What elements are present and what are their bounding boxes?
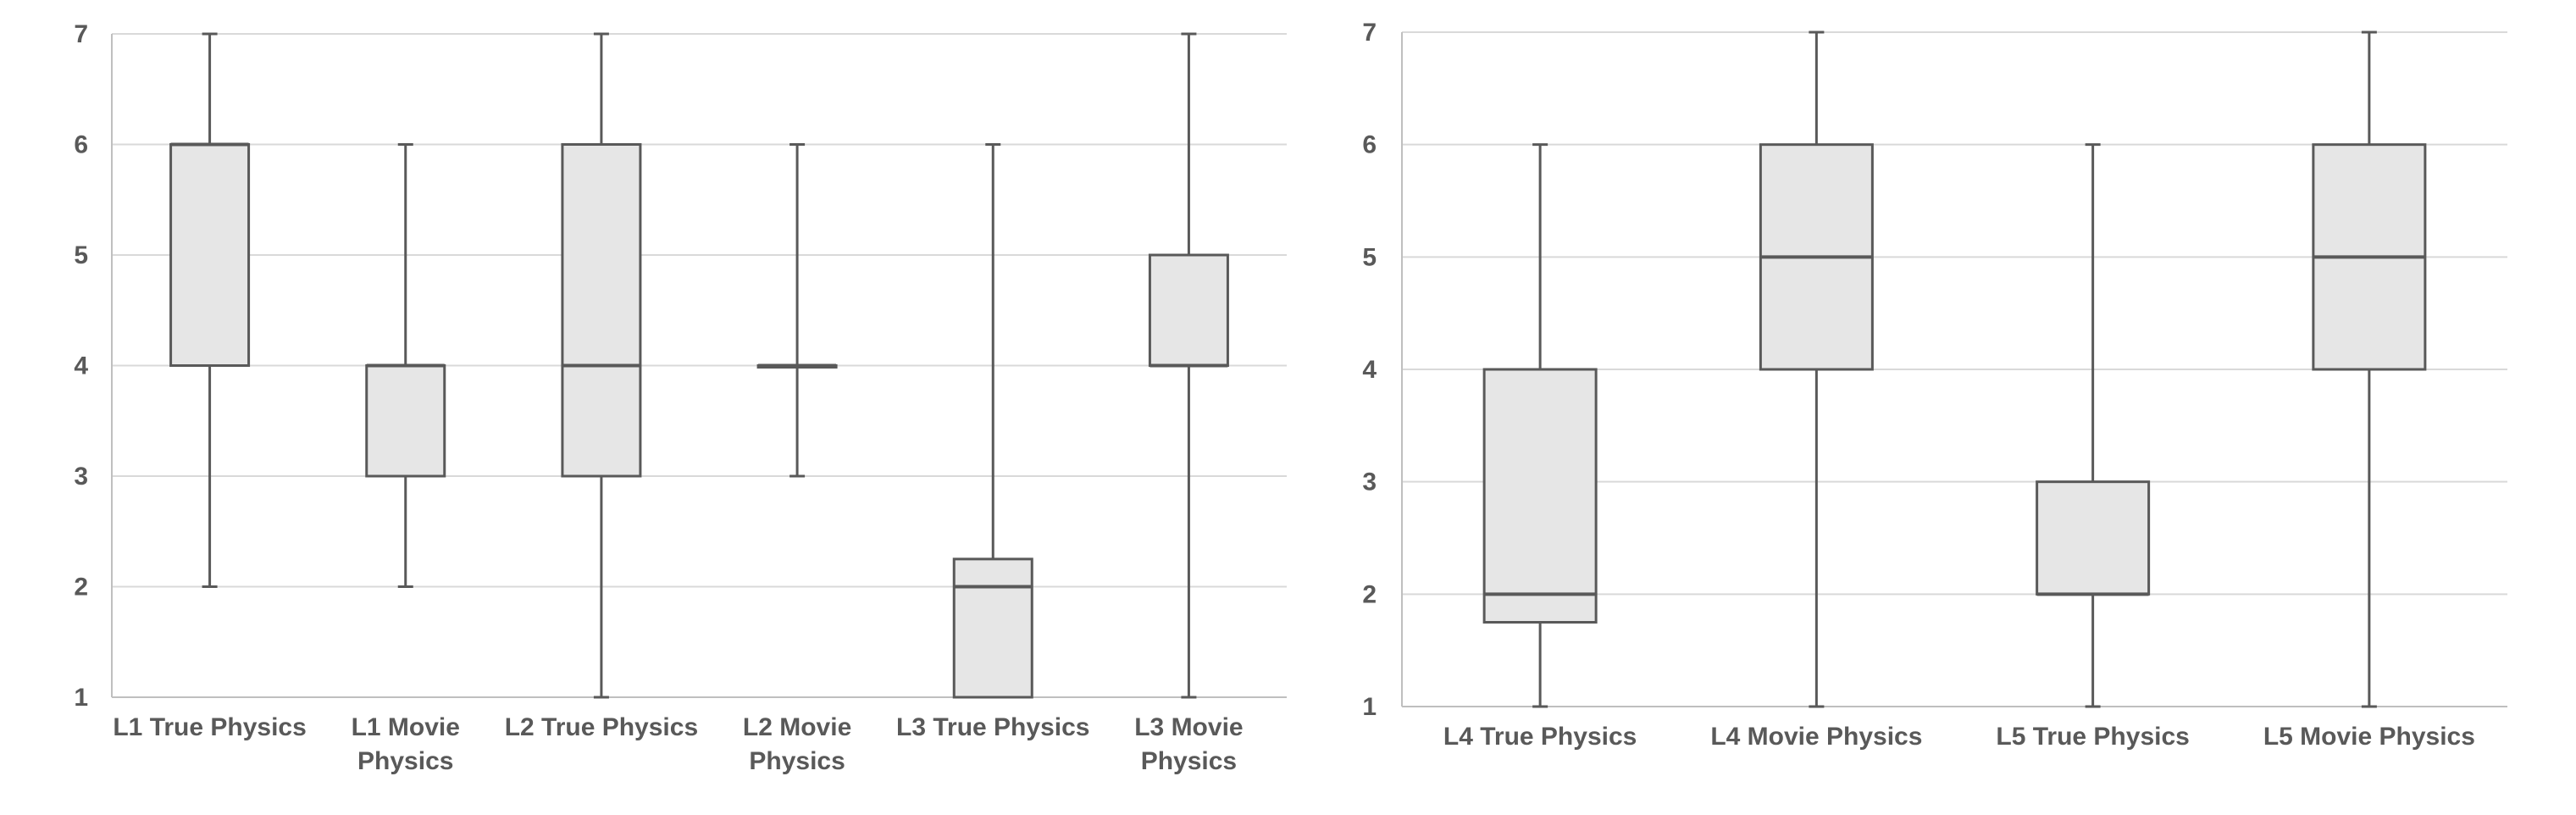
category-label: L1 True Physics [113, 713, 306, 741]
category-label: L2 Movie Physics [743, 713, 851, 775]
box-iqr [169, 143, 251, 367]
y-tick-label: 3 [74, 463, 88, 491]
box-iqr [1148, 253, 1229, 367]
y-tick-label: 5 [74, 241, 88, 269]
y-tick-label: 6 [74, 131, 88, 159]
category-label-line: L1 True Physics [113, 713, 306, 741]
box-1 [169, 32, 251, 588]
y-tick-label: 2 [74, 574, 88, 602]
category-label-line: L2 True Physics [505, 713, 698, 741]
box-6 [1148, 32, 1229, 699]
y-tick-label: 1 [74, 684, 88, 712]
category-label-line: Physics [357, 747, 453, 775]
box-iqr [365, 364, 446, 478]
category-label: L1 Movie Physics [352, 713, 460, 775]
category-label: L3 True Physics [896, 713, 1089, 741]
y-tick-label: 7 [74, 20, 88, 48]
category-label-line: L3 True Physics [896, 713, 1089, 741]
box-iqr [561, 143, 642, 478]
y-tick-label: 4 [74, 352, 88, 380]
category-label-line: Physics [749, 747, 845, 775]
box-2 [365, 143, 446, 588]
category-label-line: Physics [1141, 747, 1237, 775]
category-label: L2 True Physics [505, 713, 698, 741]
box-iqr [952, 557, 1033, 699]
category-label-line: L1 Movie [352, 713, 460, 741]
box-5 [952, 143, 1033, 699]
box-4 [756, 143, 838, 478]
category-label-line: L3 Movie [1134, 713, 1243, 741]
box-3 [561, 32, 642, 699]
category-label: L3 Movie Physics [1134, 713, 1243, 775]
category-label-line: L2 Movie [743, 713, 851, 741]
